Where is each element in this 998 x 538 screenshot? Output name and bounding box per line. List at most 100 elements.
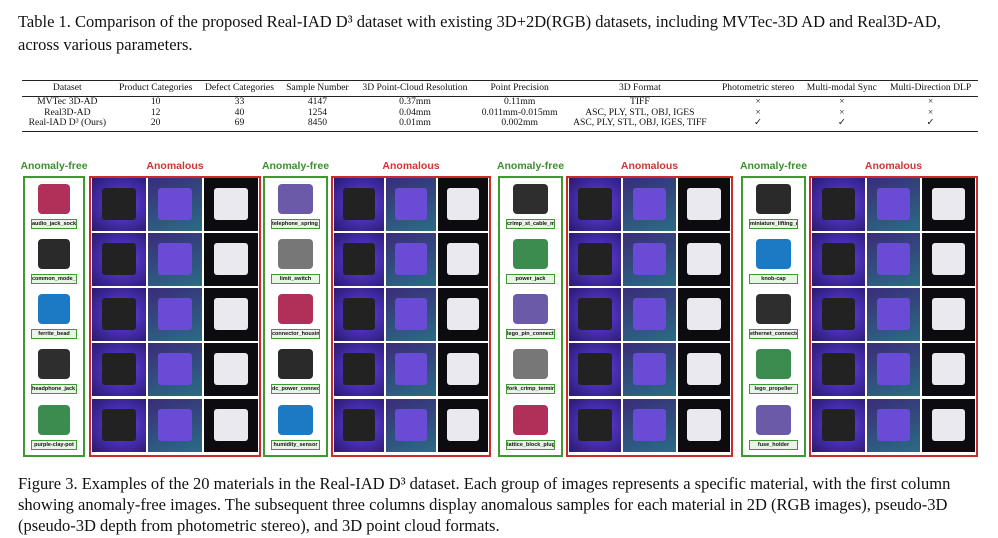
anomalous-group-box (89, 176, 261, 457)
material-label: purple-clay-pot (31, 440, 77, 450)
sample-object (632, 409, 667, 441)
anomalous-sample (204, 343, 258, 396)
table-caption: Table 1. Comparison of the proposed Real… (18, 12, 941, 54)
anomalous-sample (92, 399, 146, 452)
table-cell: 20 (112, 117, 199, 132)
anomaly-free-sample: purple-clay-pot (27, 399, 81, 452)
sample-object (687, 188, 721, 220)
anomalous-sample (867, 343, 920, 396)
anomalous-sample (677, 233, 730, 286)
sample-object (278, 405, 313, 435)
material-label: knob-cap (749, 274, 798, 284)
col-3d-format: 3D Format (564, 80, 716, 97)
anomalous-sample (569, 343, 622, 396)
sample-object (931, 188, 966, 220)
anomalous-sample (438, 233, 488, 286)
sample-object (876, 353, 911, 385)
sample-object (213, 353, 249, 385)
anomalous-sample (623, 288, 676, 341)
anomaly-free-sample: lattice_block_plug (502, 399, 559, 452)
sample-object (278, 184, 313, 214)
table-cell: ASC, PLY, STL, OBJ, IGES (585, 106, 695, 118)
material-label: ethernet_connector (749, 329, 798, 339)
sample-object (101, 298, 137, 330)
sample-object (513, 294, 548, 324)
anomalous-sample (92, 288, 146, 341)
figure-caption: Figure 3. Examples of the 20 materials i… (18, 474, 951, 535)
material-label: lego_pin_connector_plate (506, 329, 555, 339)
sample-object (876, 243, 911, 275)
material-label: connector_housing-female (271, 329, 320, 339)
sample-object (578, 409, 612, 441)
sample-object (213, 409, 249, 441)
sample-object (395, 409, 427, 441)
anomalous-sample (867, 178, 920, 231)
sample-object (931, 353, 966, 385)
anomaly-free-sample: fork_crimp_terminal (502, 343, 559, 396)
anomalous-header: Anomalous (864, 160, 923, 172)
sample-object (821, 188, 856, 220)
sample-object (101, 243, 137, 275)
anomaly-free-header: Anomaly-free (739, 160, 808, 172)
col-dlp: Multi-Direction DLP (883, 80, 978, 97)
table-cell: 69 (198, 117, 281, 132)
anomalous-sample (386, 288, 436, 341)
sample-object (157, 353, 193, 385)
sample-object (395, 353, 427, 385)
sample-object (447, 409, 479, 441)
sample-object (513, 349, 548, 379)
material-label: lego_propeller (749, 384, 798, 394)
sample-object (876, 188, 911, 220)
sample-object (632, 298, 667, 330)
sample-object (687, 298, 721, 330)
anomalous-header: Anomalous (382, 160, 440, 172)
anomalous-sample (148, 233, 202, 286)
material-label: fork_crimp_terminal (506, 384, 555, 394)
sample-object (157, 188, 193, 220)
table-row: Real-IAD D³ (Ours) 20 69 8450 0.01mm 0.002mm A… (22, 117, 978, 132)
col-dataset: Dataset (22, 80, 113, 97)
anomaly-free-sample: dc_power_connector (267, 343, 324, 396)
table-cell: 0.002mm (475, 117, 565, 132)
anomalous-sample (148, 288, 202, 341)
table-cell: ✓ (715, 117, 801, 132)
sample-object (447, 353, 479, 385)
anomaly-free-sample: headphone_jack_socket (27, 343, 81, 396)
col-resolution: 3D Point-Cloud Resolution (354, 80, 476, 97)
anomaly-free-sample: power_jack (502, 233, 559, 286)
anomaly-free-sample: connector_housing-female (267, 288, 324, 341)
table-cell: 0.37mm (399, 96, 431, 107)
anomalous-sample (334, 178, 384, 231)
anomalous-sample (386, 399, 436, 452)
sample-object (447, 188, 479, 220)
anomaly-free-sample: fuse_holder (745, 399, 802, 452)
sample-object (578, 353, 612, 385)
sample-object (756, 349, 791, 379)
table-cell: ✓ (800, 117, 884, 132)
anomalous-sample (922, 233, 975, 286)
sample-object (578, 243, 612, 275)
sample-object (756, 239, 791, 269)
table-cell: MVTec 3D-AD (37, 96, 98, 107)
material-label: limit_switch (271, 274, 320, 284)
sample-object (687, 243, 721, 275)
table-cell: Real3D-AD (44, 106, 91, 118)
sample-object (395, 243, 427, 275)
anomalous-sample (569, 178, 622, 231)
anomalous-sample (812, 233, 865, 286)
sample-object (447, 243, 479, 275)
sample-object (101, 409, 137, 441)
material-label: common_mode_filter (31, 274, 77, 284)
anomaly-free-sample: common_mode_filter (27, 233, 81, 286)
anomalous-sample (386, 233, 436, 286)
sample-object (101, 188, 137, 220)
anomalous-sample (812, 288, 865, 341)
sample-object (37, 349, 71, 379)
material-label: dc_power_connector (271, 384, 320, 394)
sample-object (821, 409, 856, 441)
material-label: ferrite_bead (31, 329, 77, 339)
anomalous-sample (623, 178, 676, 231)
sample-object (513, 239, 548, 269)
anomalous-group-box (566, 176, 733, 457)
anomalous-sample (812, 343, 865, 396)
